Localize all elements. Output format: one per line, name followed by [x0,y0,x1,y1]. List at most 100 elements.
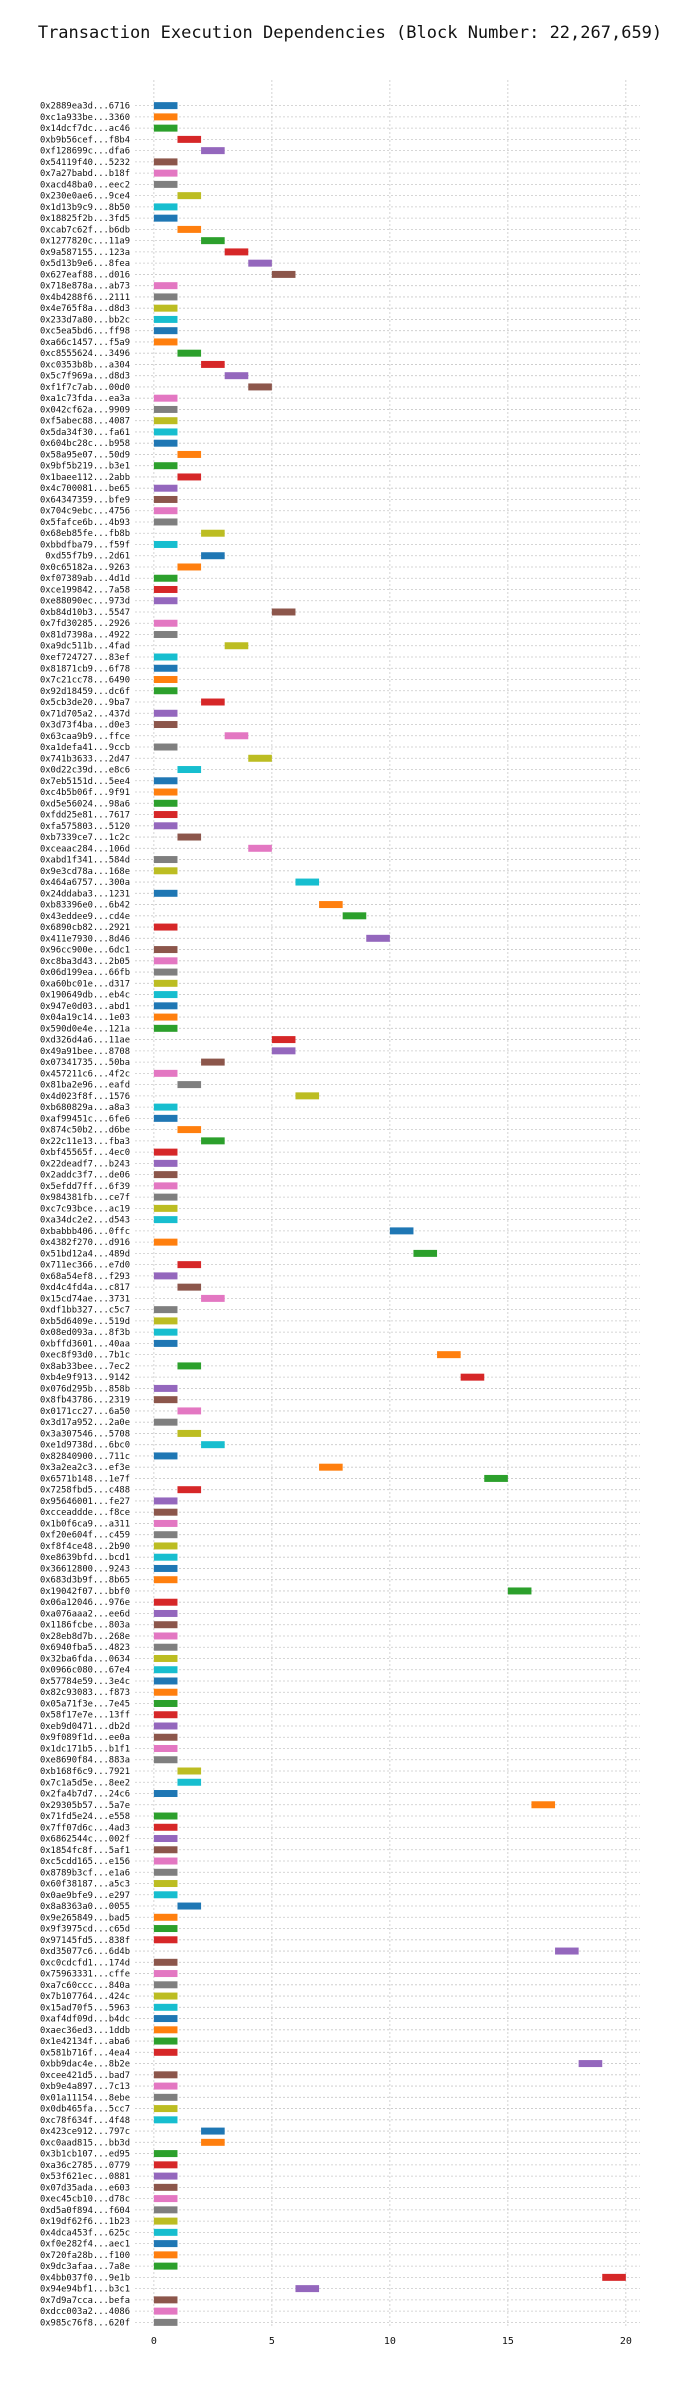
transaction-bar [153,1936,178,1944]
transaction-bar [153,1317,178,1325]
y-tick-label: 0xb84d10b3...5547 [40,608,130,618]
y-tick-label: 0x58f17e7e...13ff [40,1711,130,1721]
y-tick-label: 0xb9b56cef...f8b4 [40,135,130,145]
y-tick-label: 0xf1f7c7ab...00d0 [40,383,130,393]
y-tick-label: 0x57784e59...3e4c [40,1677,130,1687]
transaction-bar [295,2285,320,2293]
transaction-bar [153,2183,178,2191]
x-tick-label: 10 [384,2336,396,2347]
y-tick-label: 0xcee421d5...bad7 [40,2071,130,2081]
y-tick-label: 0xec45cb10...d78c [40,2195,130,2205]
transaction-bar [319,1463,343,1471]
y-tick-label: 0xceaac284...106d [40,844,130,854]
transaction-bar [177,135,202,143]
transaction-bar [224,732,249,740]
y-tick-label: 0xcab7c62f...b6db [40,225,130,235]
transaction-bar [201,1294,225,1302]
transaction-bar [153,158,178,166]
transaction-bar [153,822,178,830]
x-tick-label: 0 [151,2336,157,2347]
y-tick-label: 0xbabbb406...0ffc [40,1227,130,1237]
y-tick-label: 0x53f621ec...0881 [40,2172,130,2182]
transaction-bar [153,2228,178,2236]
y-tick-label: 0xd4c4fd4a...c817 [40,1283,130,1293]
y-tick-label: 0x3b1cb107...ed95 [40,2150,130,2160]
transaction-bar [271,608,296,616]
y-tick-label: 0xd5e56024...98a6 [40,799,130,809]
y-tick-label: 0x2addc3f7...de06 [40,1171,130,1181]
transaction-bar [153,1992,178,2000]
transaction-bar [153,1857,178,1865]
y-tick-label: 0x36612800...9243 [40,1564,130,1574]
transaction-bar [153,2150,178,2158]
x-tick-labels: 0 5 10 15 20 [151,2336,632,2347]
y-tick-label: 0x9dc3afaa...7a8e [40,2262,130,2272]
y-tick-label: 0x05a71f3e...7e45 [40,1699,130,1709]
y-tick-label: 0x32ba6fda...0634 [40,1654,130,1664]
transaction-bar [153,518,178,526]
transaction-bar [153,631,178,638]
y-tick-label: 0x718e878a...ab73 [40,282,130,292]
y-tick-label: 0xb168f6c9...7921 [40,1767,130,1777]
transaction-bar [153,2105,178,2113]
transaction-bar [153,2262,178,2270]
y-tick-label: 0xc78f634f...4f48 [40,2116,130,2126]
y-tick-label: 0x590d0e4e...121a [40,1024,130,1034]
y-tick-label: 0x3d73f4ba...d0e3 [40,721,130,731]
transaction-bar [153,2026,178,2034]
y-tick-label: 0xd35077c6...6d4b [40,1947,130,1957]
y-tick-label: 0x711ec366...e7d0 [40,1261,130,1271]
y-tick-label: 0x1e42134f...aba6 [40,2037,130,2047]
transaction-bar [177,766,202,774]
transaction-bar [153,1013,178,1021]
x-tick-label: 5 [269,2336,275,2347]
transaction-bar [153,338,178,346]
transaction-bar [153,1531,178,1539]
y-tick-label: 0x230e0ae6...9ce4 [40,192,130,202]
y-tick-label: 0x9e3cd78a...168e [40,867,130,877]
transaction-bar [153,2240,178,2248]
y-tick-label: 0x0ae9bfe9...e297 [40,1891,130,1901]
transaction-bar [153,428,178,436]
y-tick-label: 0x1baee112...2abb [40,473,130,483]
y-tick-label: 0x4382f270...d916 [40,1238,130,1248]
transaction-bar [366,934,390,942]
y-tick-label: 0x4d023f8f...1576 [40,1092,130,1102]
y-tick-label: 0x3a2ea2c3...ef3e [40,1463,130,1473]
transaction-bar [153,856,178,864]
y-tick-label: 0x5d13b9e6...8fea [40,259,130,269]
y-tick-label: 0x22deadf7...b243 [40,1159,130,1169]
transaction-bar [153,2206,178,2214]
y-tick-label: 0xa66c1457...f5a9 [40,338,130,348]
transaction-bar [153,282,178,290]
transaction-bar [153,417,178,425]
transaction-bar [153,1159,178,1167]
y-tick-label: 0xd326d4a6...11ae [40,1036,130,1046]
y-tick-label: 0xa34dc2e2...d543 [40,1216,130,1226]
transaction-bar [153,1148,178,1156]
y-tick-label: 0x71d705a2...437d [40,709,130,719]
y-tick-label: 0x9a587155...123a [40,248,130,258]
transaction-bar [342,912,367,920]
transaction-bar [177,1486,202,1494]
transaction-bar [177,1778,202,1786]
y-tick-label: 0x6940fba5...4823 [40,1643,130,1653]
transaction-bar [153,1880,178,1888]
transaction-bar [271,1036,296,1044]
y-tick-label: 0x7b107764...424c [40,1992,130,2002]
transaction-bar [153,2318,178,2326]
transaction-bar [295,1092,320,1100]
y-tick-label: 0x3a307546...5708 [40,1429,130,1439]
y-tick-label: 0x0d22c39d...e8c6 [40,766,130,776]
transaction-bar [201,1441,225,1449]
transaction-bar [177,563,202,571]
transaction-bar [153,169,178,177]
transaction-bar [153,1699,178,1707]
y-tick-label: 0x874c50b2...d6be [40,1126,130,1136]
y-tick-label: 0xc5ea5bd6...ff98 [40,327,130,337]
y-tick-label: 0x49a91bee...8708 [40,1047,130,1057]
y-tick-label: 0xef724727...83ef [40,653,130,663]
y-tick-label: 0x7c1a5d5e...8ee2 [40,1778,130,1788]
y-tick-label: 0xf0e282f4...aec1 [40,2240,130,2250]
transaction-bar [153,180,178,188]
